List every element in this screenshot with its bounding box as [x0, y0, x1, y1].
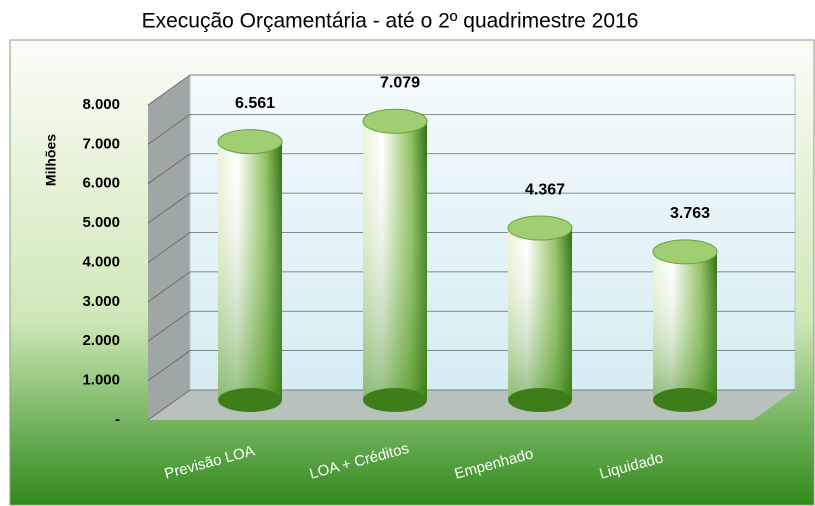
y-tick-label: 4.000: [82, 253, 120, 270]
y-tick-label: 1.000: [82, 372, 120, 389]
y-axis-label: Milhões: [43, 134, 59, 186]
value-label: 7.079: [380, 74, 420, 91]
y-tick-label: 2.000: [82, 332, 120, 349]
grid-line: [147, 310, 191, 342]
y-tick-label: 8.000: [82, 96, 120, 113]
bar-bottom: [508, 388, 572, 412]
bar-shade: [363, 121, 427, 400]
y-tick-label: 7.000: [82, 135, 120, 152]
bar-top: [362, 108, 428, 134]
bar-shade: [508, 228, 572, 400]
grid-line: [147, 271, 191, 303]
grid-line: [147, 74, 191, 106]
bar-bottom: [218, 388, 282, 412]
value-label: 3.763: [670, 205, 710, 222]
bar-top: [652, 239, 718, 265]
y-tick-label: -: [115, 411, 120, 428]
chart-title: Execução Orçamentária - até o 2º quadrim…: [142, 10, 639, 33]
bar-bottom: [653, 388, 717, 412]
y-tick-label: 6.000: [82, 175, 120, 192]
y-tick-label: 3.000: [82, 293, 120, 310]
y-tick-label: 5.000: [82, 214, 120, 231]
floor: [148, 390, 795, 420]
grid-line: [147, 153, 191, 185]
grid-line: [147, 389, 191, 421]
value-label: 6.561: [235, 95, 275, 112]
bar-shade: [218, 141, 282, 400]
grid-line: [147, 192, 191, 224]
bar-bottom: [363, 388, 427, 412]
grid-line: [147, 350, 191, 381]
grid-line: [147, 114, 191, 145]
grid-line: [147, 232, 191, 263]
value-label: 4.367: [525, 181, 565, 198]
bar-top: [507, 215, 573, 241]
bar-shade: [653, 251, 717, 400]
bar-top: [217, 129, 283, 155]
